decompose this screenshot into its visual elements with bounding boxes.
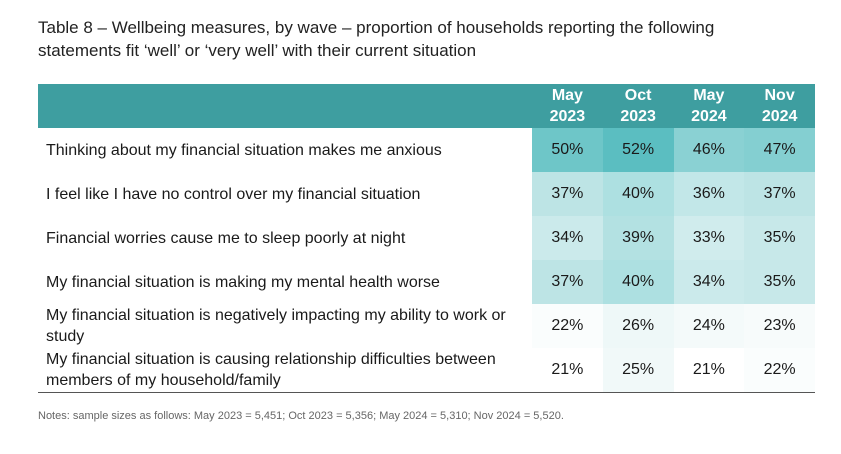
table-title-line2: statements fit ‘well’ or ‘very well’ wit…	[38, 41, 477, 60]
value-cell: 34%	[673, 260, 745, 304]
header-blank-cell	[38, 84, 532, 128]
table-row: Financial worries cause me to sleep poor…	[38, 216, 815, 260]
row-label: Financial worries cause me to sleep poor…	[46, 229, 406, 247]
value-cell: 46%	[673, 128, 745, 172]
value-cell: 50%	[532, 128, 603, 172]
table-header-row: May 2023 Oct 2023 May 2024 Nov 2024	[38, 84, 815, 128]
row-label: My financial situation is making my ment…	[46, 273, 440, 291]
value-cell: 22%	[744, 348, 815, 393]
value-cell: 39%	[602, 216, 674, 260]
value-cell: 40%	[602, 172, 674, 216]
table-title: Table 8 – Wellbeing measures, by wave – …	[38, 16, 828, 62]
column-header-month: Oct	[624, 87, 652, 104]
value-cell: 21%	[532, 348, 603, 393]
value-cell: 24%	[673, 304, 745, 348]
value-cell: 36%	[673, 172, 745, 216]
value-cell: 35%	[744, 216, 815, 260]
value-cell: 37%	[744, 172, 815, 216]
column-header-year: 2023	[620, 108, 656, 125]
table-notes: Notes: sample sizes as follows: May 2023…	[38, 410, 564, 422]
table-row: Thinking about my financial situation ma…	[38, 128, 815, 172]
column-header-may-2024: May 2024	[674, 84, 745, 128]
row-label: My financial situation is causing relati…	[38, 348, 532, 393]
row-label: I feel like I have no control over my fi…	[46, 185, 421, 203]
column-header-month: May	[551, 87, 583, 104]
value-cell: 22%	[532, 304, 603, 348]
table-row: My financial situation is making my ment…	[38, 260, 815, 304]
value-cell: 21%	[673, 348, 745, 393]
column-header-year: 2024	[761, 108, 798, 125]
value-cell: 37%	[532, 260, 603, 304]
value-cell: 37%	[532, 172, 603, 216]
column-header-year: 2023	[549, 108, 586, 125]
column-header-oct-2023: Oct 2023	[603, 84, 674, 128]
value-cell: 26%	[602, 304, 674, 348]
column-header-may-2023: May 2023	[532, 84, 603, 128]
row-label: My financial situation is negatively imp…	[46, 307, 506, 345]
value-cell: 40%	[602, 260, 674, 304]
value-cell: 35%	[744, 260, 815, 304]
wellbeing-table: May 2023 Oct 2023 May 2024 Nov 2024 Thin…	[38, 84, 815, 393]
value-cell: 23%	[744, 304, 815, 348]
table-row: I feel like I have no control over my fi…	[38, 172, 815, 216]
column-header-nov-2024: Nov 2024	[744, 84, 815, 128]
value-cell: 34%	[532, 216, 603, 260]
value-cell: 52%	[602, 128, 674, 172]
column-header-year: 2024	[691, 108, 727, 125]
table-title-line1: Table 8 – Wellbeing measures, by wave – …	[38, 18, 715, 37]
value-cell: 25%	[602, 348, 674, 393]
column-header-month: May	[693, 87, 725, 104]
table-row: My financial situation is causing relati…	[38, 348, 815, 393]
row-label: Thinking about my financial situation ma…	[46, 141, 442, 159]
value-cell: 33%	[673, 216, 745, 260]
table-row: My financial situation is negatively imp…	[38, 304, 815, 348]
value-cell: 47%	[744, 128, 815, 172]
column-header-month: Nov	[764, 87, 795, 104]
